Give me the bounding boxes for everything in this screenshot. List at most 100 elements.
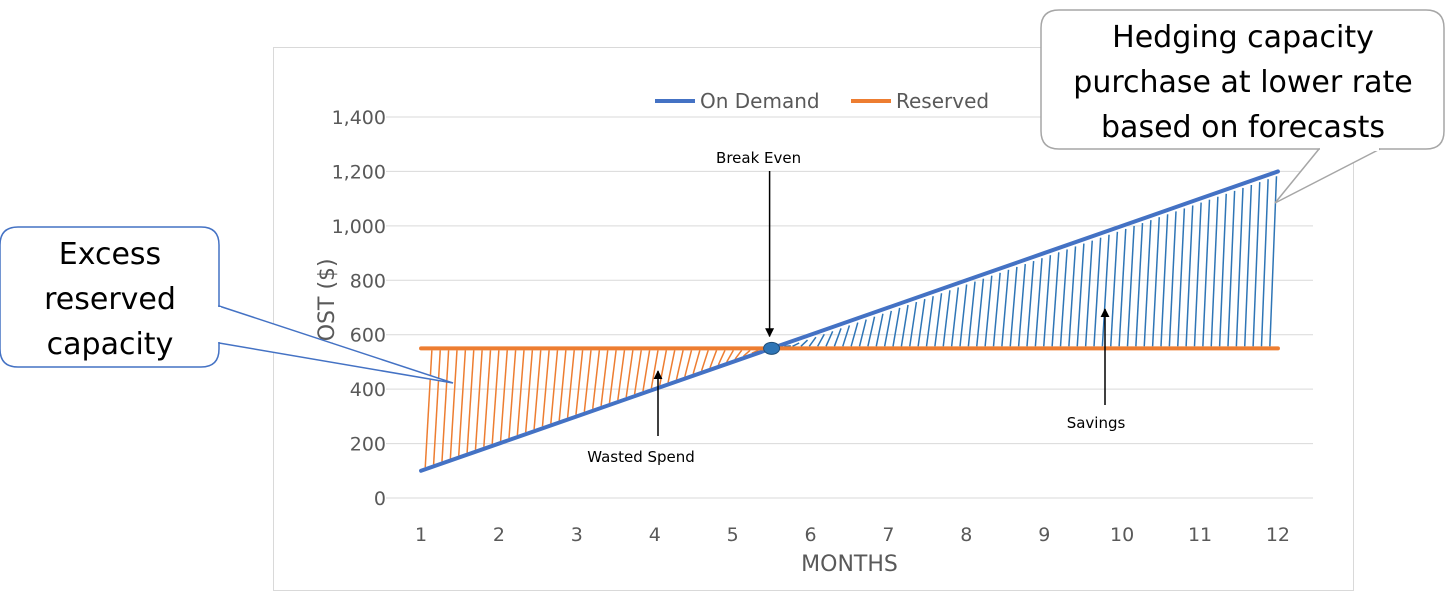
hatch-stroke	[1193, 202, 1202, 347]
hatch-stroke	[1126, 225, 1135, 347]
hatch-stroke	[800, 339, 809, 347]
x-tick-label: 10	[1110, 524, 1134, 546]
hatch-stroke	[524, 350, 534, 433]
y-tick-label: 1,400	[332, 107, 386, 129]
hatch-stroke	[432, 350, 441, 465]
x-tick-label: 3	[571, 524, 583, 546]
callout-line: Hedging capacity	[1112, 20, 1374, 55]
hatch-stroke	[1235, 187, 1244, 347]
hatch-stroke	[550, 350, 559, 424]
hatch-stroke	[883, 310, 893, 347]
hatch-stroke	[1227, 190, 1236, 347]
hatch-stroke	[942, 290, 951, 347]
callout-pointer-joint	[217, 307, 221, 342]
hatch-stroke	[1243, 184, 1253, 347]
hatch-stroke	[934, 293, 943, 347]
x-tick-label: 9	[1038, 524, 1050, 546]
x-tick-label: 2	[493, 524, 505, 546]
x-tick-label: 8	[960, 524, 972, 546]
x-tick-label: 1	[415, 524, 427, 546]
hatched-regions	[424, 176, 1278, 468]
hatch-stroke	[449, 350, 458, 459]
x-tick-label: 11	[1188, 524, 1212, 546]
hatch-stroke	[1093, 237, 1102, 347]
hatch-stroke	[842, 325, 851, 347]
callout-line: capacity	[47, 327, 174, 362]
hatch-stroke	[583, 350, 592, 412]
hatch-stroke	[1043, 255, 1052, 347]
hatch-stroke	[692, 350, 701, 374]
hatch-stroke	[483, 350, 492, 447]
hatch-stroke	[1151, 217, 1160, 347]
hatch-stroke	[1252, 182, 1261, 347]
y-tick-label: 600	[350, 325, 386, 347]
hatch-stroke	[466, 350, 475, 453]
hatch-stroke	[533, 350, 542, 430]
hatch-stroke	[917, 299, 926, 347]
hatch-stroke	[875, 313, 884, 347]
hatch-stroke	[1210, 196, 1219, 347]
hatch-stroke	[1218, 193, 1227, 347]
hatch-stroke	[892, 307, 901, 347]
hatch-stroke	[575, 350, 584, 415]
y-tick-label: 400	[350, 379, 386, 401]
hatch-stroke	[667, 350, 676, 383]
hatch-stroke	[541, 350, 550, 427]
hatch-stroke	[600, 350, 609, 406]
hatch-stroke	[1059, 249, 1068, 347]
legend-label-reserved: Reserved	[896, 89, 989, 113]
callout-hedging-capacity: Hedging capacity purchase at lower rate ba…	[1040, 9, 1445, 204]
y-tick-label: 200	[350, 434, 386, 456]
hatch-stroke	[591, 350, 601, 409]
hatch-stroke	[1076, 243, 1085, 347]
hatched-region	[424, 349, 767, 468]
hatch-stroke	[650, 350, 659, 389]
hatch-stroke	[457, 350, 467, 456]
hatch-stroke	[925, 296, 934, 347]
hatch-stroke	[1202, 199, 1211, 347]
hatch-stroke	[976, 278, 985, 347]
hatch-stroke	[858, 319, 867, 347]
callout-box	[0, 226, 220, 368]
hatch-stroke	[491, 350, 500, 444]
callout-line: reserved	[44, 282, 176, 317]
hatch-stroke	[675, 350, 684, 380]
y-tick-label: 1,200	[332, 161, 386, 183]
hatch-stroke	[700, 350, 709, 372]
hatch-stroke	[1068, 246, 1077, 347]
hatch-stroke	[1001, 269, 1010, 347]
hatch-stroke	[742, 349, 751, 357]
hatch-stroke	[1260, 179, 1269, 347]
hatch-stroke	[792, 342, 800, 347]
callout-pointer-joint	[1320, 147, 1379, 151]
y-tick-label: 800	[350, 270, 386, 292]
callout-line: based on forecasts	[1101, 110, 1385, 145]
callouts: Excess reserved capacity Hedging capacity pu…	[0, 9, 1445, 384]
hatch-stroke	[516, 350, 525, 436]
hatch-stroke	[950, 287, 960, 347]
hatch-stroke	[684, 350, 693, 377]
hatch-stroke	[508, 350, 517, 439]
break-even-label: Break Even	[716, 149, 801, 167]
hatch-stroke	[1168, 211, 1177, 347]
hatch-stroke	[1118, 228, 1127, 347]
hatch-stroke	[499, 350, 508, 442]
hatch-stroke	[1143, 220, 1152, 347]
annotations: Break Even Wasted Spend Savings	[587, 149, 1125, 466]
hatch-stroke	[441, 350, 450, 462]
hatched-region	[784, 176, 1278, 348]
hatch-stroke	[717, 350, 726, 366]
series-lines	[419, 169, 1280, 473]
hatch-stroke	[566, 350, 575, 418]
hatch-stroke	[1084, 240, 1094, 347]
hatch-stroke	[1026, 261, 1035, 347]
hatch-stroke	[1051, 252, 1060, 347]
hatch-stroke	[909, 301, 918, 347]
hatch-stroke	[900, 304, 909, 347]
hatch-stroke	[808, 336, 817, 347]
hatch-stroke	[558, 350, 567, 421]
hatch-stroke	[1017, 263, 1027, 347]
hatch-stroke	[984, 275, 993, 347]
legend: On Demand Reserved	[655, 89, 989, 113]
